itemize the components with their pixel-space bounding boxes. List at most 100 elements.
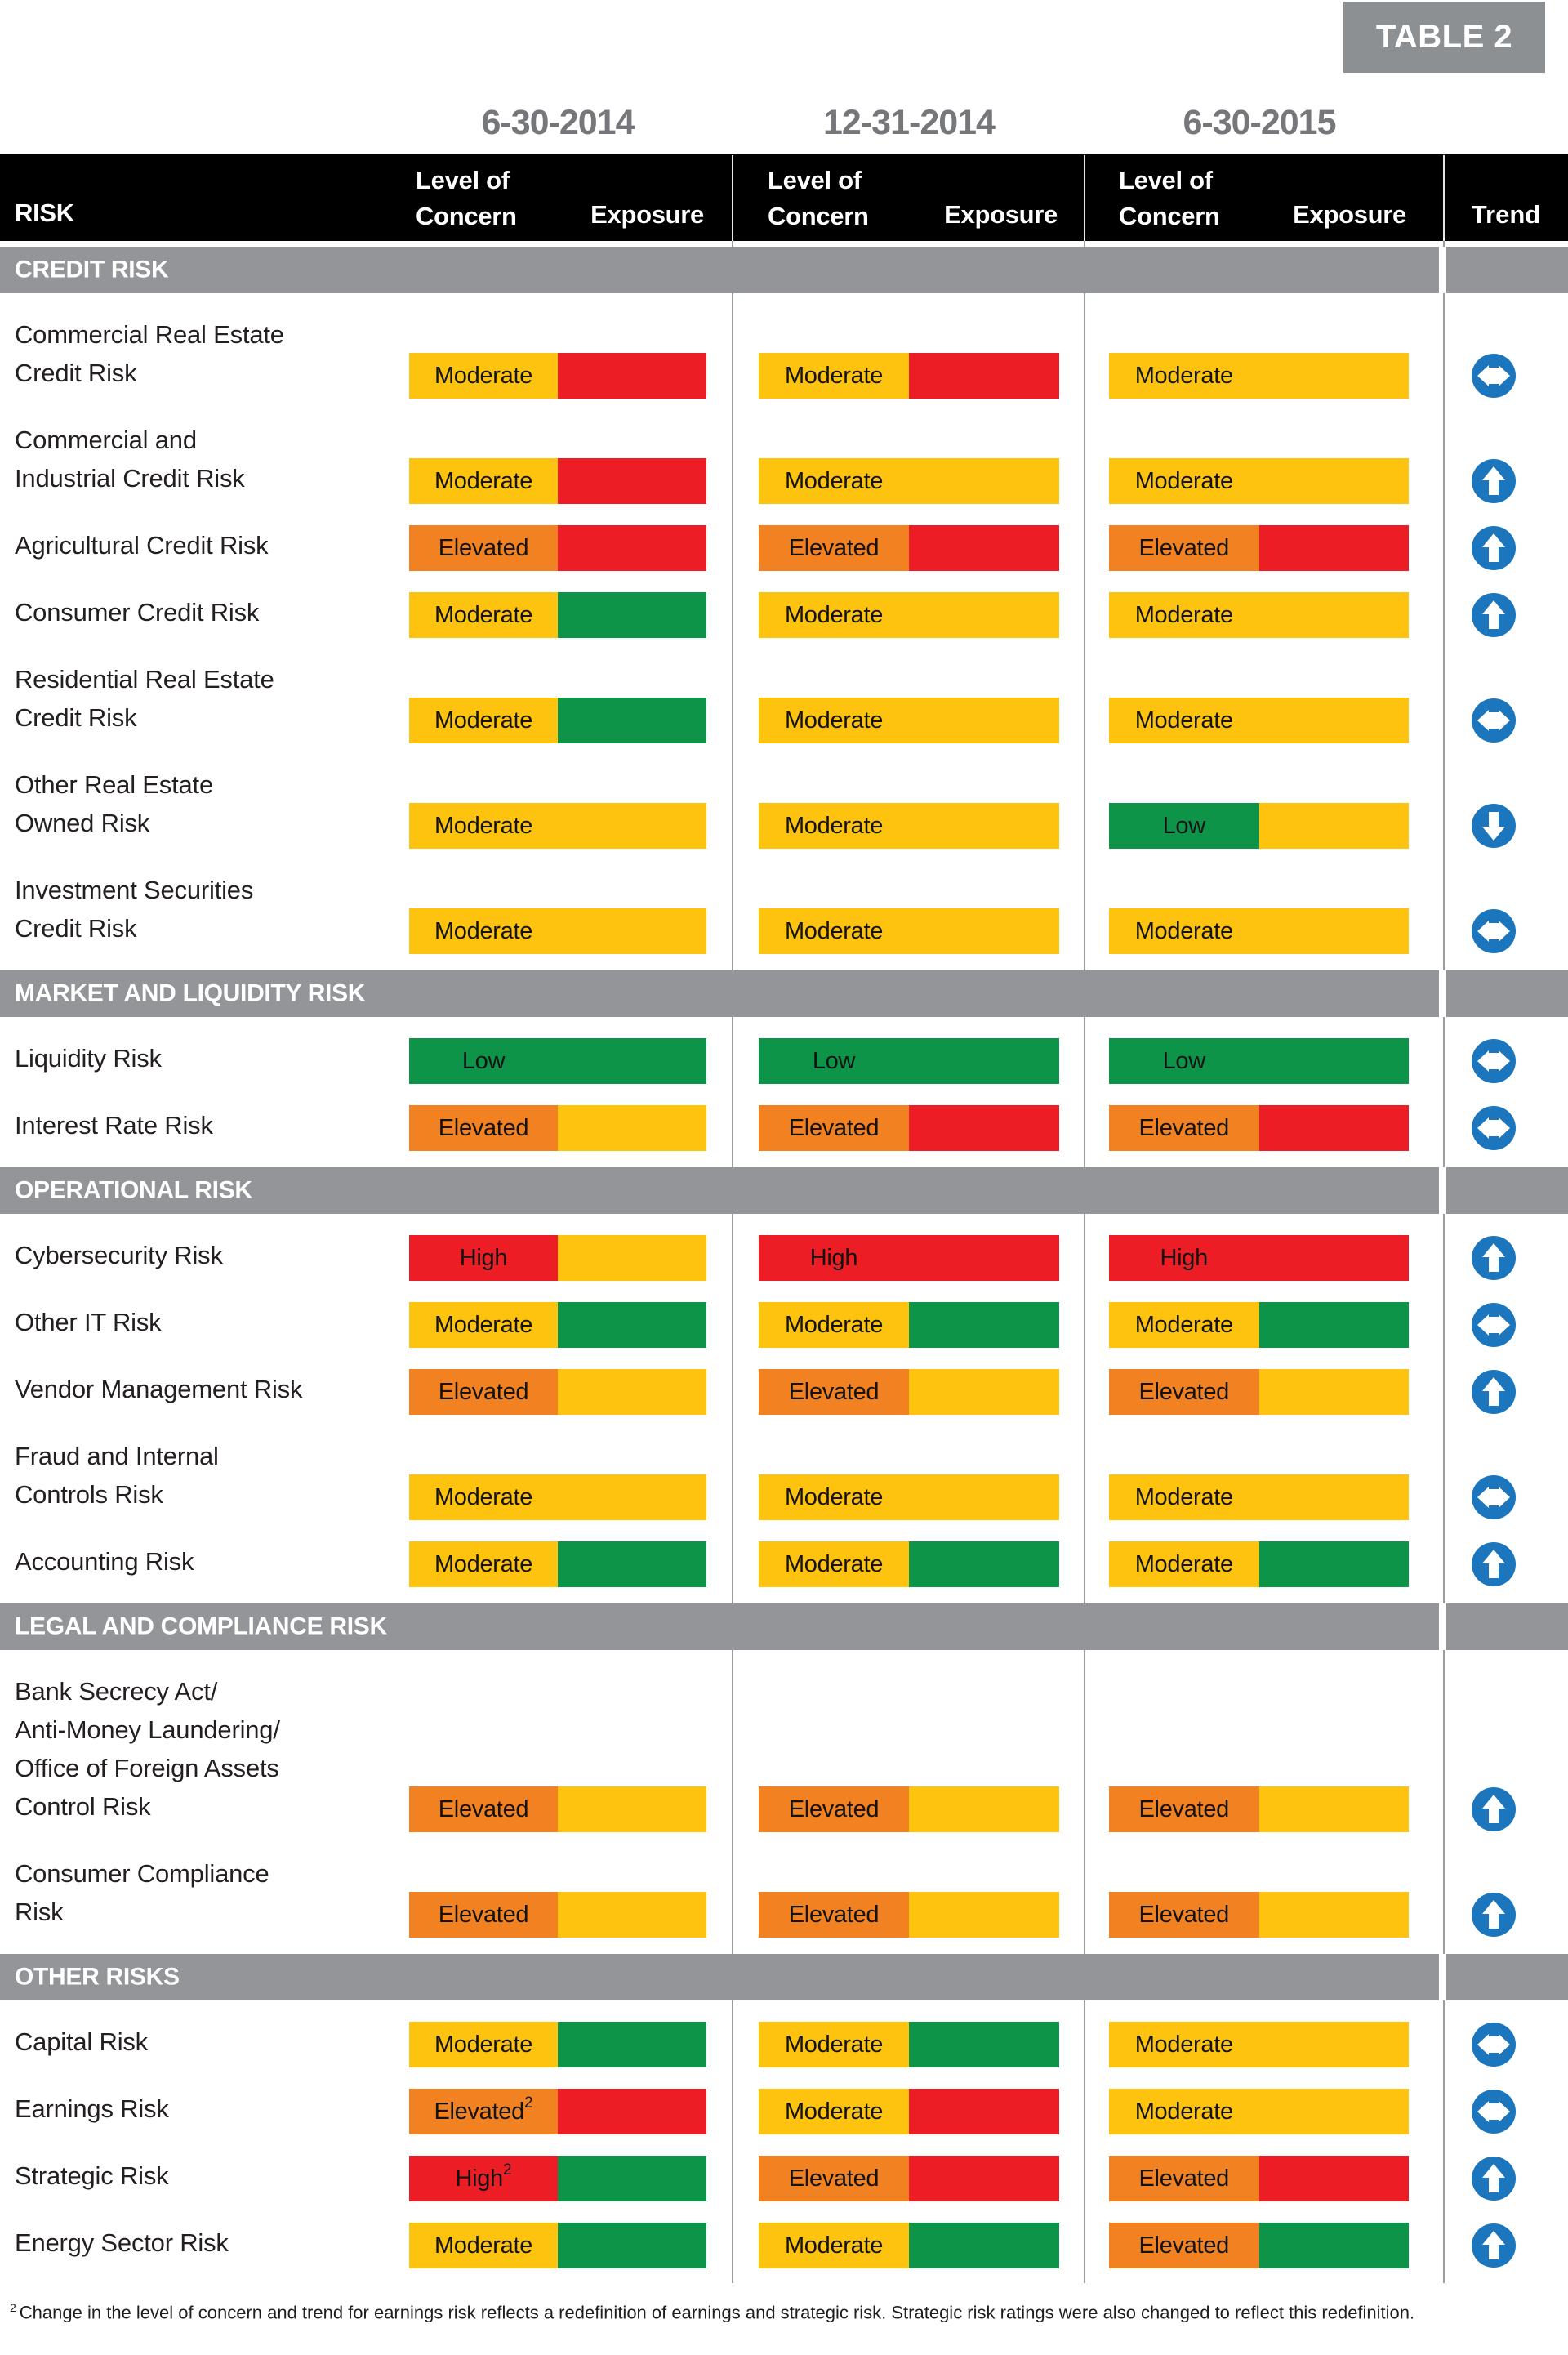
- table-row: Other IT Risk Moderate Moderate Moderate: [0, 1281, 1568, 1348]
- trend-cell: [1444, 293, 1568, 399]
- trend-cell: [1444, 1214, 1568, 1281]
- concern-segment: Moderate: [409, 1541, 558, 1587]
- trend-cell: [1444, 2067, 1568, 2134]
- rating-bar: Moderate: [1109, 353, 1409, 399]
- footnote-marker: 2: [10, 2301, 16, 2314]
- exposure-segment: [1258, 2089, 1409, 2134]
- rating-cell: Moderate: [400, 1281, 733, 1348]
- concern-segment: Elevated: [1109, 2156, 1259, 2201]
- risk-name-line: Liquidity Risk: [15, 1044, 162, 1073]
- concern-label: Moderate: [434, 812, 533, 839]
- arrow-part: [1477, 2034, 1489, 2055]
- rating-cell: Elevated 2: [400, 2067, 733, 2134]
- trend-cell: [1444, 1415, 1568, 1520]
- risk-name: Liquidity Risk: [0, 1017, 400, 1084]
- risk-name: Investment Securities Credit Risk: [0, 849, 400, 954]
- rating-cell: Elevated: [1085, 1832, 1444, 1938]
- concern-label: Moderate: [1134, 601, 1233, 628]
- concern-label: Moderate: [784, 917, 884, 944]
- concern-label: Moderate: [434, 467, 533, 494]
- trend-cell: [1444, 504, 1568, 571]
- exposure-segment: [909, 1474, 1059, 1520]
- risk-name: Accounting Risk: [0, 1520, 400, 1587]
- concern-segment: Moderate: [409, 2022, 558, 2067]
- arrow-part: [1489, 1053, 1499, 1069]
- exposure-header: Exposure: [590, 200, 704, 229]
- rating-cell: Moderate: [1085, 293, 1444, 399]
- rating-cell: Moderate: [400, 571, 733, 638]
- trend-cell: [1444, 1348, 1568, 1415]
- exposure-segment: [558, 2223, 706, 2268]
- concern-segment: Moderate: [409, 803, 558, 849]
- exposure-segment: [909, 1235, 1059, 1281]
- risk-name: Commercial and Industrial Credit Risk: [0, 399, 400, 504]
- table-badge: TABLE 2: [1343, 2, 1545, 73]
- rating-bar: Elevated: [1109, 1786, 1409, 1832]
- concern-segment: Low: [759, 1038, 909, 1084]
- arrow-part: [1477, 1117, 1489, 1139]
- exposure-segment: [558, 592, 706, 638]
- risk-name: Residential Real Estate Credit Risk: [0, 638, 400, 743]
- concern-label: Moderate: [434, 1311, 533, 1338]
- rating-bar: High: [409, 1235, 706, 1281]
- section-band-gap: [1439, 1603, 1446, 1650]
- risk-name-line: Investment Securities: [15, 876, 254, 904]
- footnote: 2 Change in the level of concern and tren…: [0, 2301, 1568, 2323]
- concern-label: Moderate: [1134, 707, 1233, 734]
- table-row: Consumer Credit Risk Moderate Moderate Mode…: [0, 571, 1568, 638]
- concern-segment: Elevated: [1109, 1786, 1259, 1832]
- risk-name-line: Interest Rate Risk: [15, 1111, 213, 1140]
- concern-segment: Moderate: [409, 908, 558, 954]
- trend-cell: [1444, 1281, 1568, 1348]
- rating-cell: Elevated: [400, 504, 733, 571]
- concern-segment: Moderate: [1109, 592, 1259, 638]
- concern-label: Elevated: [438, 1378, 529, 1405]
- concern-label: Moderate: [784, 2031, 884, 2058]
- concern-segment: Moderate: [759, 2223, 909, 2268]
- concern-segment: Low: [409, 1038, 558, 1084]
- concern-segment: Elevated: [1109, 2223, 1259, 2268]
- risk-name: Vendor Management Risk: [0, 1348, 400, 1415]
- trend-stable-icon: [1472, 1303, 1516, 1347]
- concern-segment: Moderate: [409, 698, 558, 743]
- arrow-part: [1477, 2101, 1489, 2122]
- column-header-bar: RISK Level of Concern Exposure Level of …: [0, 154, 1568, 241]
- trend-cell: [1444, 1832, 1568, 1938]
- concern-label: Elevated: [788, 1378, 880, 1405]
- risk-name-line: Office of Foreign Assets: [15, 1754, 279, 1782]
- concern-segment: Elevated: [409, 1892, 558, 1938]
- concern-label: Elevated: [1138, 534, 1230, 561]
- risk-name-line: Residential Real Estate: [15, 665, 274, 694]
- risk-name-line: Industrial Credit Risk: [15, 464, 245, 493]
- trend-column-header: Trend: [1471, 200, 1541, 229]
- concern-label: Moderate: [1134, 2098, 1233, 2125]
- exposure-segment: [558, 353, 706, 399]
- rating-bar: Moderate: [409, 2022, 706, 2067]
- exposure-segment: [558, 2022, 706, 2067]
- footnote-text: Change in the level of concern and trend…: [19, 2302, 1415, 2323]
- rating-cell: Elevated: [1085, 1348, 1444, 1415]
- rating-bar: Moderate: [759, 2022, 1059, 2067]
- rating-bar: Elevated: [1109, 1892, 1409, 1938]
- exposure-segment: [558, 698, 706, 743]
- rating-cell: Moderate: [733, 1520, 1085, 1587]
- risk-name: Earnings Risk: [0, 2067, 400, 2134]
- concern-label: Moderate: [1134, 467, 1233, 494]
- rating-bar: Elevated: [759, 1892, 1059, 1938]
- rating-cell: Moderate: [733, 571, 1085, 638]
- section-header: MARKET AND LIQUIDITY RISK: [0, 970, 1568, 1017]
- exposure-segment: [1258, 1369, 1409, 1415]
- risk-name-line: Control Risk: [15, 1792, 151, 1821]
- exposure-segment: [1258, 698, 1409, 743]
- rating-cell: High: [1085, 1214, 1444, 1281]
- arrow-part: [1482, 1243, 1505, 1257]
- risk-name: Capital Risk: [0, 2000, 400, 2067]
- rating-cell: Moderate: [400, 638, 733, 743]
- risk-name: Fraud and Internal Controls Risk: [0, 1415, 400, 1520]
- rating-bar: Moderate: [409, 353, 706, 399]
- concern-label: Elevated: [1138, 1795, 1230, 1822]
- risk-name-line: Capital Risk: [15, 2027, 148, 2056]
- rating-cell: Moderate: [400, 849, 733, 954]
- concern-segment: Elevated: [759, 1786, 909, 1832]
- risk-name-line: Earnings Risk: [15, 2094, 169, 2123]
